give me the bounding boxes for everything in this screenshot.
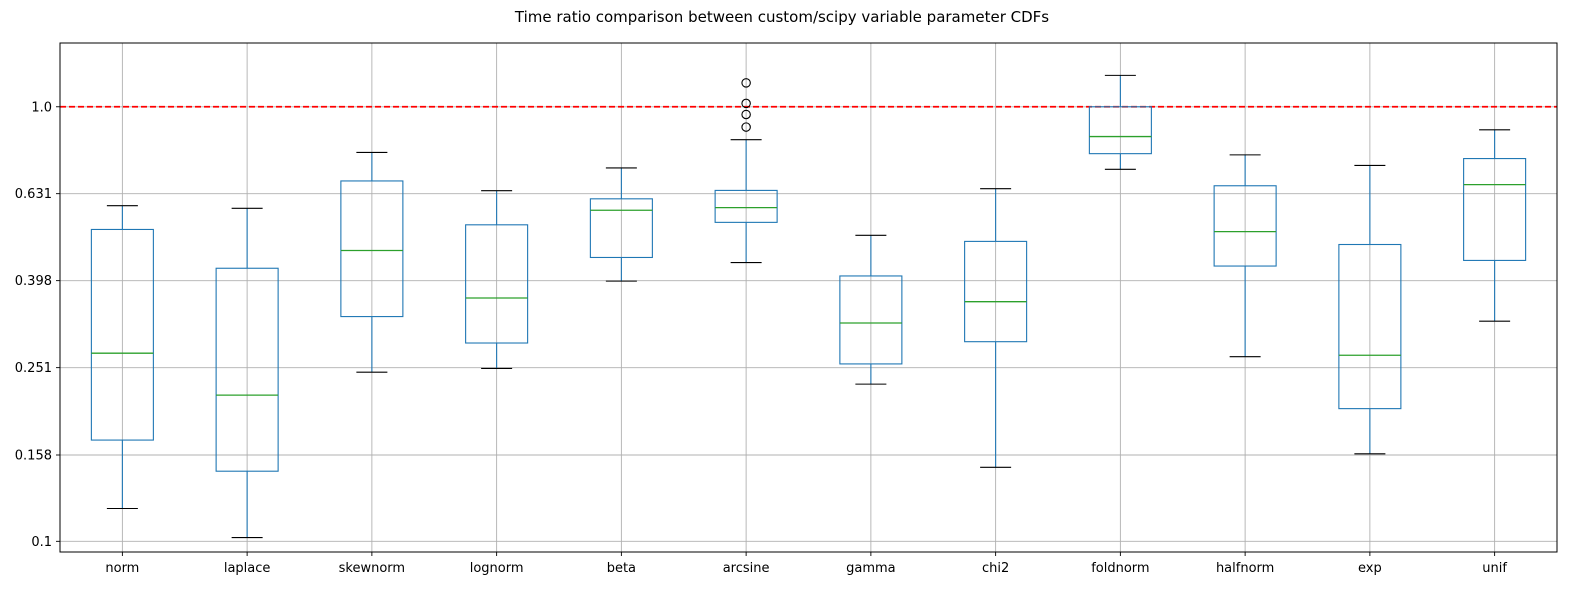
box-iqr bbox=[1088, 106, 1152, 155]
box-unif bbox=[1463, 129, 1527, 322]
box-iqr bbox=[215, 267, 279, 472]
box-iqr bbox=[589, 198, 653, 259]
flier-point bbox=[741, 78, 751, 88]
x-tick-label: gamma bbox=[846, 561, 896, 576]
box-skewnorm bbox=[340, 151, 404, 373]
flier-point bbox=[741, 109, 751, 120]
x-tick-label: halfnorm bbox=[1216, 561, 1274, 576]
box-iqr bbox=[964, 240, 1028, 343]
x-tick-label: beta bbox=[607, 561, 636, 576]
box-chi2 bbox=[964, 188, 1028, 468]
box-norm bbox=[90, 205, 154, 510]
x-tick-label: laplace bbox=[224, 561, 271, 576]
box-iqr bbox=[340, 180, 404, 318]
box-foldnorm bbox=[1088, 74, 1152, 170]
y-tick-label: 0.1 bbox=[31, 535, 52, 550]
y-tick-label: 0.251 bbox=[15, 361, 52, 376]
x-tick-label: chi2 bbox=[982, 561, 1009, 576]
box-iqr bbox=[465, 224, 529, 344]
box-beta bbox=[589, 167, 653, 282]
box-lognorm bbox=[465, 190, 529, 369]
box-halfnorm bbox=[1213, 154, 1277, 358]
y-tick-label: 0.631 bbox=[15, 187, 52, 202]
box-iqr bbox=[714, 189, 778, 223]
grid-layer bbox=[60, 43, 1557, 552]
plot-frame bbox=[59, 42, 1558, 553]
chart-title: Time ratio comparison between custom/sci… bbox=[514, 8, 1049, 26]
x-tick-label: norm bbox=[105, 561, 139, 576]
x-tick-label: arcsine bbox=[723, 561, 770, 576]
flier-point bbox=[741, 122, 751, 132]
box-iqr bbox=[1463, 158, 1527, 261]
y-tick-label: 1.0 bbox=[31, 100, 52, 115]
box-iqr bbox=[1213, 185, 1277, 267]
boxes-layer bbox=[90, 74, 1527, 539]
x-tick-label: unif bbox=[1482, 561, 1507, 576]
x-tick-label: exp bbox=[1358, 561, 1382, 576]
x-tick-label: lognorm bbox=[470, 561, 524, 576]
box-iqr bbox=[839, 275, 903, 365]
box-iqr bbox=[90, 228, 154, 441]
y-tick-label: 0.398 bbox=[15, 274, 52, 289]
box-gamma bbox=[839, 234, 903, 385]
axis-layer: 0.1 0.158 0.251 0.398 0.631 1.0 norm laplace ske… bbox=[15, 42, 1558, 576]
x-tick-label: skewnorm bbox=[339, 561, 405, 576]
box-arcsine bbox=[714, 78, 778, 264]
box-exp bbox=[1338, 164, 1402, 455]
box-laplace bbox=[215, 207, 279, 539]
y-tick-label: 0.158 bbox=[15, 448, 52, 463]
box-iqr bbox=[1338, 243, 1402, 410]
x-tick-label: foldnorm bbox=[1091, 561, 1149, 576]
flier-point bbox=[741, 98, 751, 109]
